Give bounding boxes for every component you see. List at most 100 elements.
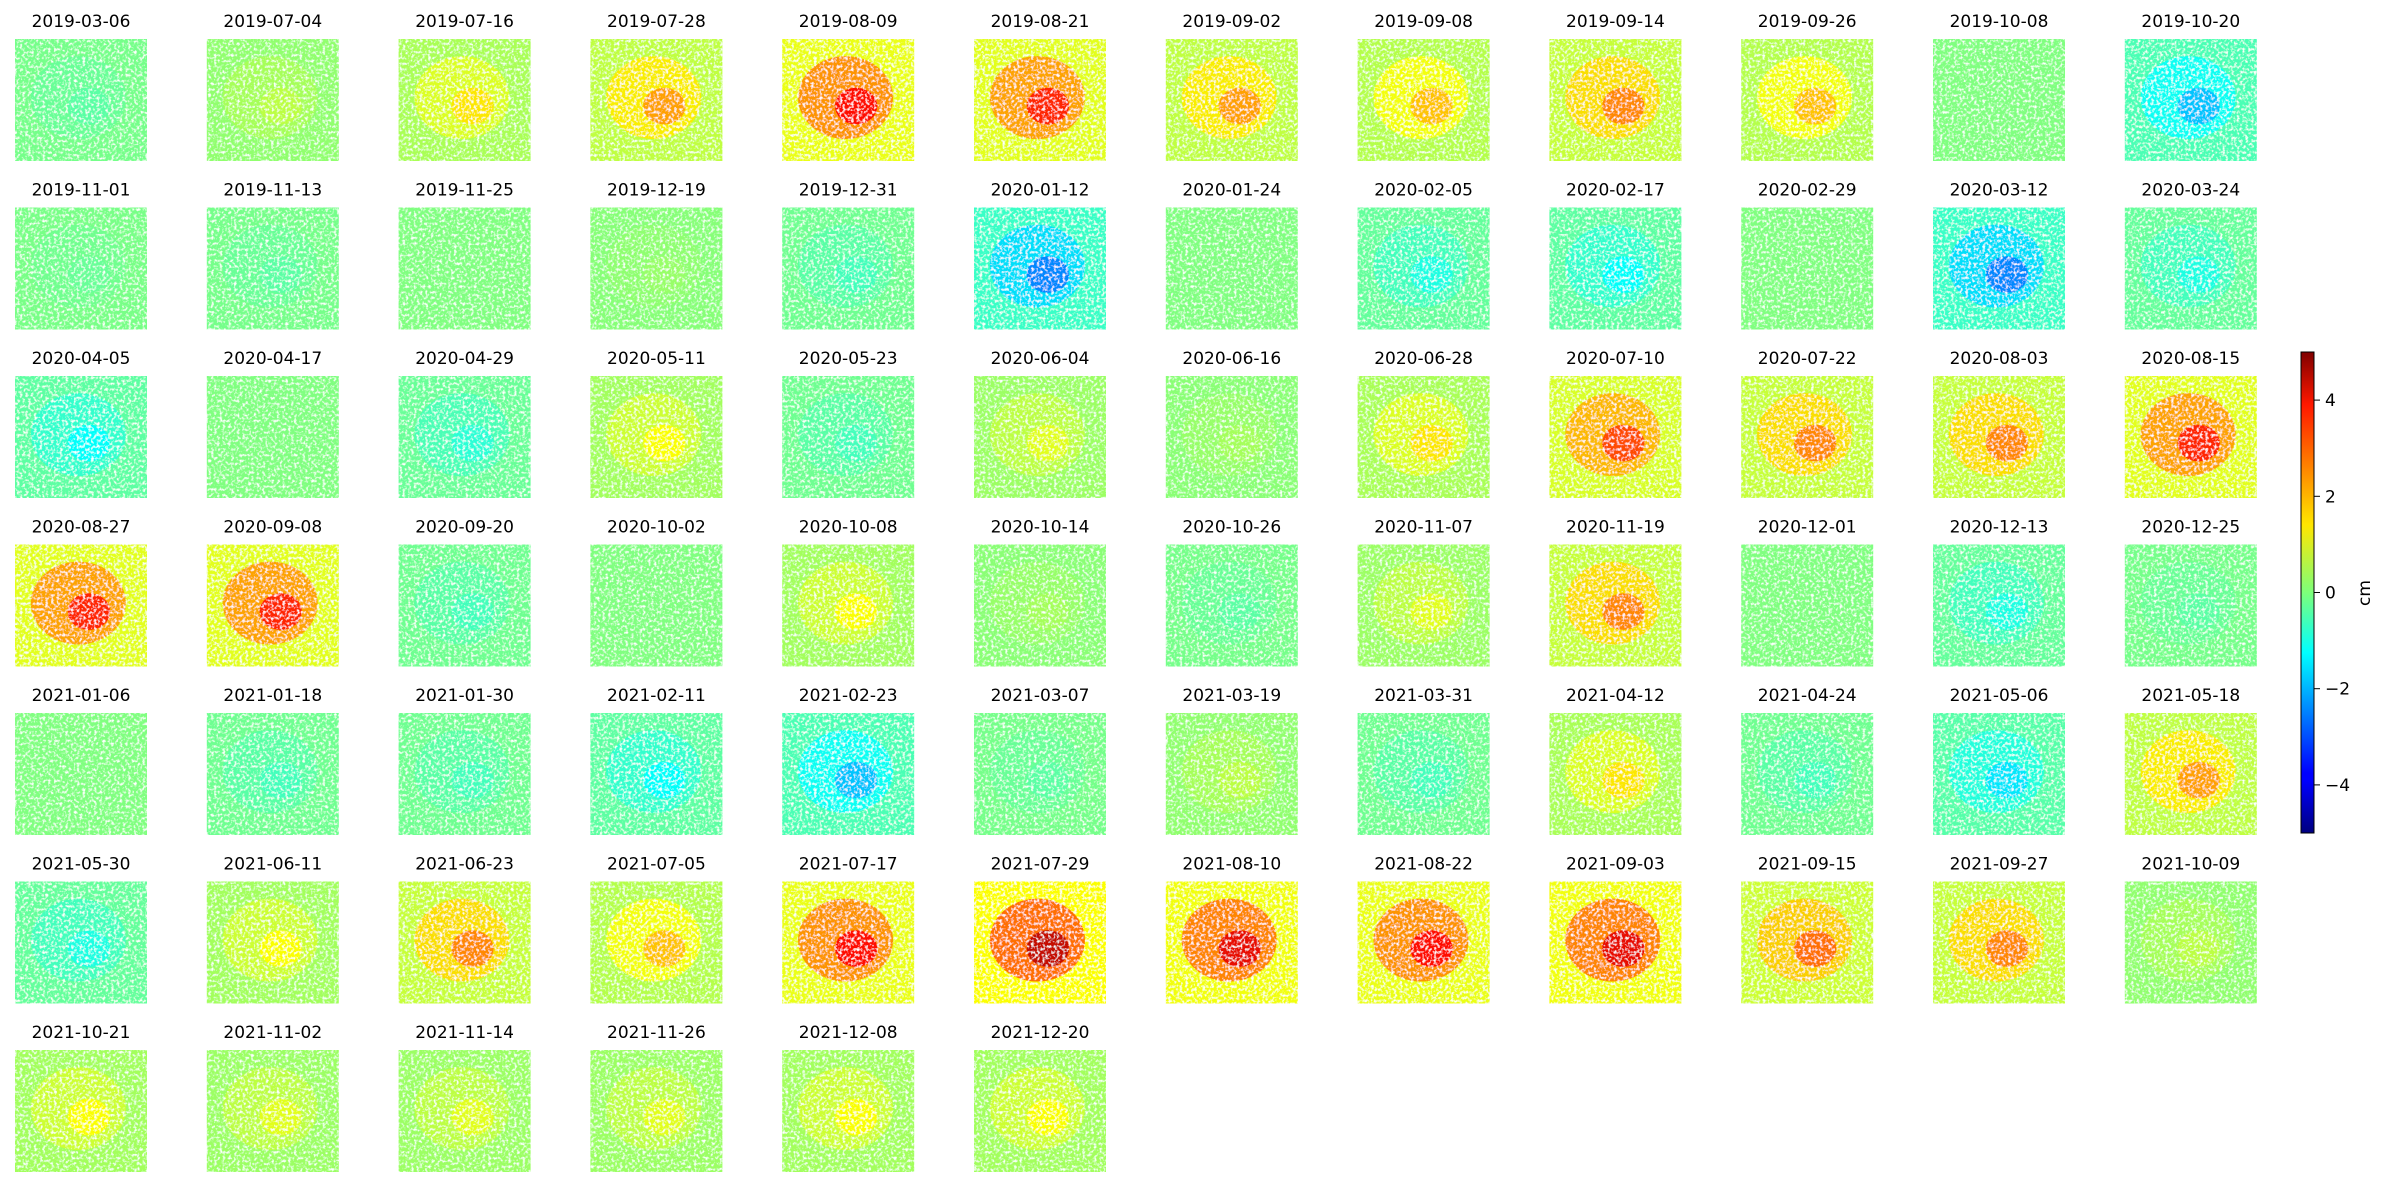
panel: 2020-02-29 [1741, 181, 1874, 330]
displacement-map [2124, 207, 2257, 330]
panel: 2020-04-29 [398, 349, 531, 498]
displacement-map [1165, 39, 1298, 161]
panel: 2019-08-21 [974, 12, 1106, 161]
displacement-map [398, 1050, 531, 1172]
colorbar-tick-label: 2 [2325, 487, 2336, 507]
deformation-core [1218, 930, 1261, 967]
panel: 2020-08-15 [2124, 349, 2257, 498]
displacement-map [1549, 207, 1682, 330]
panel: 2020-11-19 [1549, 518, 1682, 667]
displacement-map [1933, 544, 2065, 667]
panel: 2021-01-30 [398, 686, 531, 835]
displacement-map [782, 207, 915, 330]
displacement-map [2124, 881, 2257, 1004]
panel-title: 2020-03-24 [2141, 181, 2240, 201]
displacement-map [1741, 544, 1874, 667]
panel-title: 2020-10-08 [799, 518, 898, 538]
deformation-core [259, 1098, 302, 1136]
deformation-core [1410, 256, 1453, 293]
displacement-map [1357, 544, 1490, 667]
displacement-map [590, 544, 723, 667]
deformation-core [2177, 761, 2220, 799]
panel-title: 2021-07-17 [799, 855, 898, 875]
displacement-map [15, 713, 147, 835]
panel-title: 2019-12-19 [607, 181, 706, 201]
panel: 2020-06-16 [1165, 349, 1298, 498]
deformation-core [2177, 424, 2220, 462]
displacement-map [1165, 713, 1298, 835]
panel-title: 2021-05-06 [1950, 686, 2049, 706]
displacement-map [1933, 39, 2065, 161]
panel-title: 2019-08-21 [991, 12, 1090, 32]
panel-title: 2020-07-10 [1566, 349, 1665, 369]
deformation-core [67, 761, 111, 799]
displacement-map [206, 207, 339, 330]
displacement-map [782, 544, 915, 667]
panel-title: 2019-11-01 [32, 181, 131, 201]
deformation-core [643, 593, 686, 630]
panel: 2021-02-11 [590, 686, 723, 835]
panel: 2020-06-28 [1357, 349, 1490, 498]
displacement-map [206, 713, 339, 835]
panel-title: 2020-04-29 [415, 349, 514, 369]
panel: 2021-11-26 [590, 1023, 723, 1172]
panel: 2019-10-08 [1933, 12, 2065, 161]
deformation-core [259, 256, 302, 293]
panel: 2021-07-17 [782, 855, 915, 1004]
panel: 2021-08-22 [1357, 855, 1490, 1004]
deformation-core [259, 930, 302, 967]
panel-title: 2020-11-07 [1374, 518, 1473, 538]
deformation-core [1410, 930, 1453, 967]
panel: 2020-08-27 [15, 518, 147, 667]
panel: 2019-09-14 [1549, 12, 1682, 161]
displacement-map [974, 713, 1106, 835]
panel: 2020-10-02 [590, 518, 723, 667]
panel-title: 2020-06-04 [991, 349, 1090, 369]
panel-title: 2020-08-27 [32, 518, 131, 538]
panel-title: 2020-08-03 [1950, 349, 2049, 369]
displacement-map [1741, 39, 1874, 161]
panel-title: 2021-01-30 [415, 686, 514, 706]
panel: 2021-03-31 [1357, 686, 1490, 835]
panel: 2019-11-13 [206, 181, 339, 330]
deformation-core [67, 1098, 111, 1136]
deformation-core [835, 256, 878, 293]
panel-title: 2019-09-26 [1758, 12, 1857, 32]
deformation-core [1602, 424, 1645, 462]
deformation-core [1794, 424, 1837, 462]
panel-title: 2019-11-25 [415, 181, 514, 201]
panel: 2020-12-25 [2124, 518, 2257, 667]
displacement-map [206, 1050, 339, 1172]
deformation-core [2177, 930, 2220, 967]
colorbar: 4 2 0 −2 −4 cm [2300, 351, 2375, 834]
panel: 2021-03-07 [974, 686, 1106, 835]
panel: 2020-01-24 [1165, 181, 1298, 330]
panel: 2021-07-29 [974, 855, 1106, 1004]
panel-title: 2019-07-04 [223, 12, 322, 32]
deformation-core [835, 930, 878, 967]
colorbar-tick-label: −4 [2325, 776, 2350, 796]
deformation-core [1794, 593, 1837, 630]
colorbar-ticks: 4 2 0 −2 −4 [2314, 391, 2350, 796]
deformation-core [643, 1098, 686, 1136]
displacement-map [2124, 376, 2257, 498]
deformation-core [1985, 87, 2029, 125]
displacement-map [1549, 544, 1682, 667]
panel: 2019-08-09 [782, 12, 915, 161]
panel: 2019-09-26 [1741, 12, 1874, 161]
displacement-map [206, 39, 339, 161]
panel-title: 2021-04-12 [1566, 686, 1665, 706]
displacement-map [15, 39, 147, 161]
displacement-map [1165, 544, 1298, 667]
deformation-core [1026, 256, 1070, 293]
panel: 2021-03-19 [1165, 686, 1298, 835]
deformation-core [259, 761, 302, 799]
deformation-core [67, 256, 111, 293]
panel: 2020-09-08 [206, 518, 339, 667]
panel-title: 2021-03-19 [1182, 686, 1281, 706]
displacement-map [206, 881, 339, 1004]
deformation-core [67, 87, 111, 125]
panel-title: 2020-05-23 [799, 349, 898, 369]
displacement-map [1357, 39, 1490, 161]
